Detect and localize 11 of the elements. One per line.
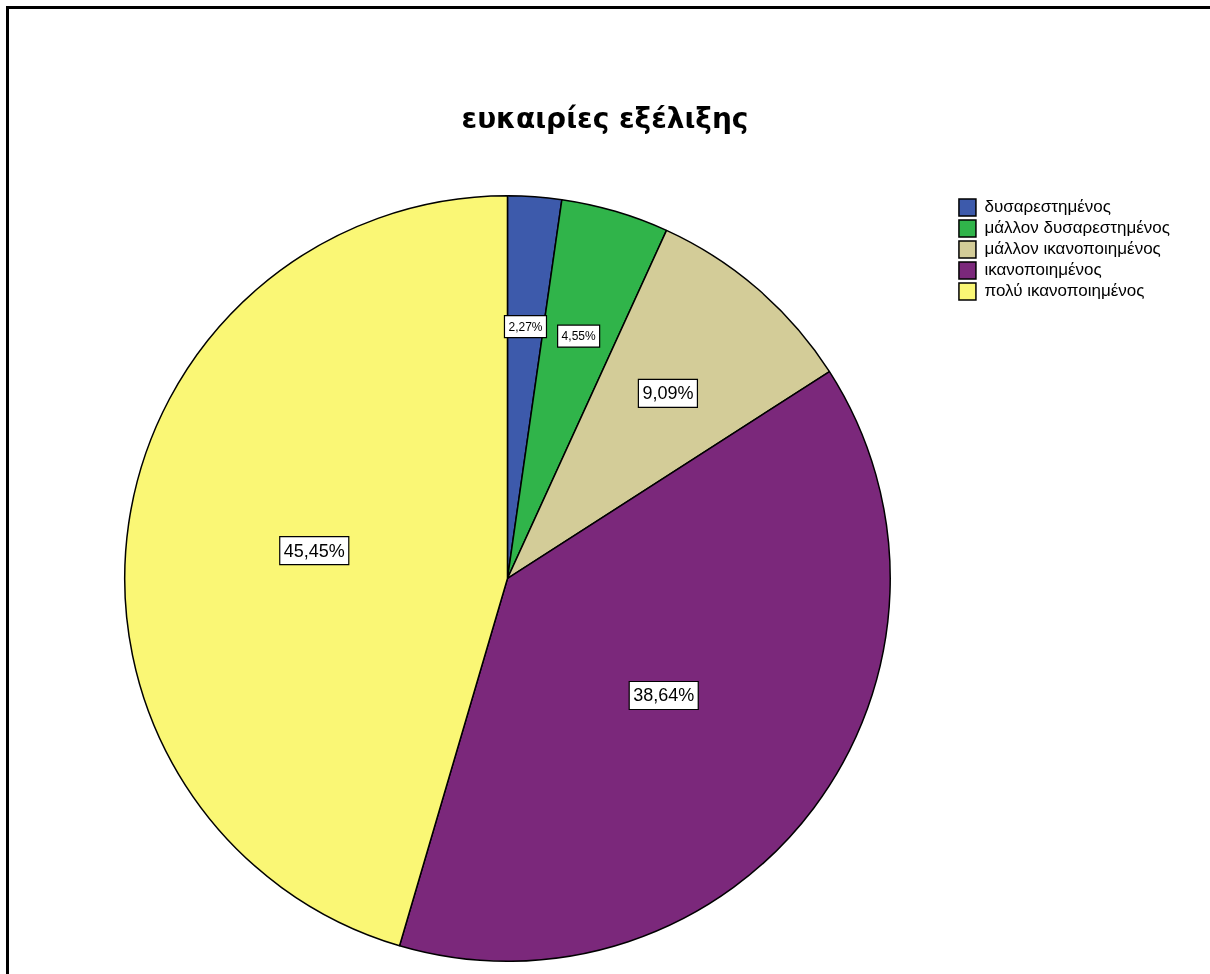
- data-label: 4,55%: [561, 329, 596, 344]
- data-label: 2,27%: [508, 319, 543, 334]
- data-label: 45,45%: [283, 540, 345, 561]
- legend-label: πολύ ικανοποιημένος: [984, 281, 1145, 301]
- legend-label: μάλλον δυσαρεστημένος: [984, 218, 1171, 238]
- legend-label: δυσαρεστημένος: [984, 197, 1111, 217]
- chart-title: ευκαιρίες εξέλιξης: [460, 102, 750, 135]
- legend-label: ικανοποιημένος: [984, 260, 1102, 280]
- legend-label: μάλλον ικανοποιημένος: [984, 239, 1161, 259]
- data-label: 9,09%: [642, 383, 694, 404]
- data-label: 38,64%: [633, 685, 695, 706]
